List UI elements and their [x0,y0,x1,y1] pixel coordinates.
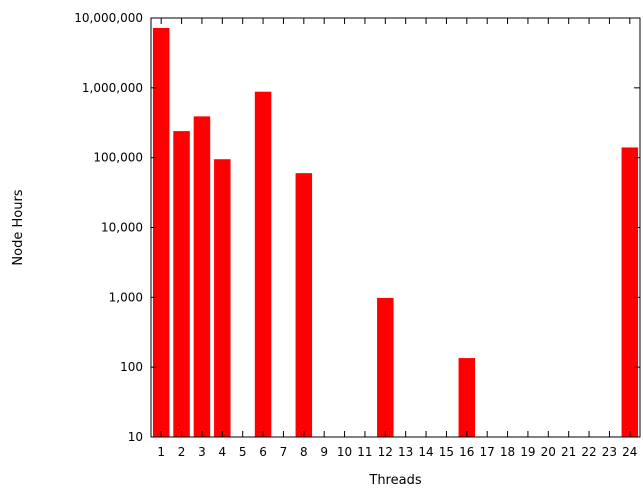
bar-3 [193,116,211,437]
x-tick-label: 21 [561,445,576,459]
x-tick-label: 3 [198,445,206,459]
x-tick-label: 11 [357,445,372,459]
x-tick-label: 6 [259,445,267,459]
x-tick-label: 23 [602,445,617,459]
x-tick-label: 14 [418,445,433,459]
x-tick-label: 24 [622,445,637,459]
bar-12 [377,297,394,437]
x-axis-title: Threads [368,473,421,488]
x-tick-label: 15 [439,445,454,459]
x-tick-label: 18 [500,445,515,459]
x-tick-label: 4 [218,445,226,459]
y-tick-label: 1,000 [109,290,143,304]
bar-1 [152,27,170,438]
x-tick-label: 17 [480,445,495,459]
axis-ticks [151,17,640,438]
bar-2 [173,131,190,437]
x-tick-label: 20 [541,445,556,459]
x-tick-label: 22 [581,445,596,459]
y-tick-label: 10,000,000 [74,11,143,25]
y-tick-label: 1,000,000 [82,81,143,95]
y-axis-title: Node Hours [11,189,26,265]
bar-4 [214,159,231,437]
y-tick-label: 100 [120,360,143,374]
y-tick-label: 100,000 [93,151,143,165]
tick-labels: 1 2 3 4 5 6 7 8 9 10 11 12 13 14 15 16 17 18 19 20 21 22 23 241… [74,11,637,459]
x-tick-label: 12 [378,445,393,459]
bars [152,27,639,438]
y-tick-label: 10,000 [101,221,143,235]
x-tick-label: 10 [337,445,352,459]
x-tick-label: 19 [520,445,535,459]
bar-6 [254,91,272,438]
x-tick-label: 1 [157,445,165,459]
x-tick-label: 2 [178,445,186,459]
bar-16 [458,358,476,437]
x-tick-label: 13 [398,445,413,459]
x-tick-label: 16 [459,445,474,459]
bar-8 [295,173,313,437]
bar-24 [621,147,639,437]
x-tick-label: 5 [239,445,247,459]
x-tick-label: 8 [300,445,308,459]
x-tick-label: 9 [320,445,328,459]
x-tick-label: 7 [280,445,288,459]
y-tick-label: 10 [128,430,143,444]
